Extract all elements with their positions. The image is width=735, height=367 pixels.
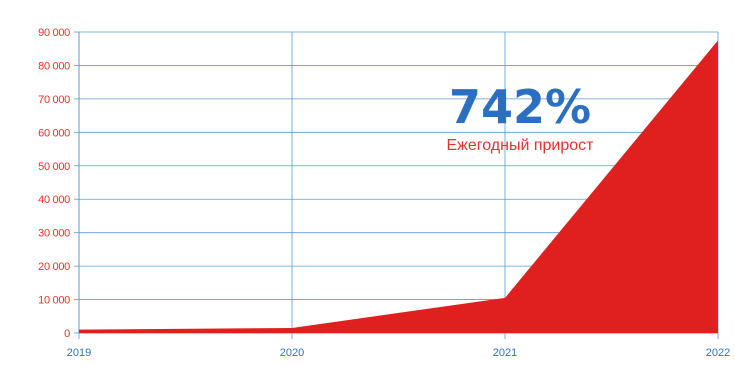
y-tick-label: 90 000 xyxy=(38,27,70,39)
y-tick-label: 60 000 xyxy=(38,127,70,139)
annotation-value: 742% xyxy=(449,80,591,134)
y-tick-label: 0 xyxy=(64,328,70,340)
x-tick-label: 2019 xyxy=(67,347,91,359)
y-tick-label: 80 000 xyxy=(38,60,70,72)
y-axis-ticks: 0 10 000 20 000 30 000 40 000 50 000 60 000 70 … xyxy=(38,27,70,340)
y-tick-label: 30 000 xyxy=(38,228,70,240)
y-tick-label: 70 000 xyxy=(38,94,70,106)
grid-layer xyxy=(74,31,719,339)
x-tick-label: 2020 xyxy=(280,347,304,359)
y-tick-label: 20 000 xyxy=(38,261,70,273)
annotation: 742% Ежегодный прирост xyxy=(447,80,595,154)
y-tick-label: 40 000 xyxy=(38,194,70,206)
area-layer xyxy=(79,40,718,333)
y-tick-label: 50 000 xyxy=(38,161,70,173)
x-axis-ticks: 2019 2020 2021 2022 xyxy=(67,347,730,359)
x-tick-label: 2022 xyxy=(706,347,730,359)
x-tick-label: 2021 xyxy=(493,347,517,359)
annotation-label: Ежегодный прирост xyxy=(447,137,595,154)
series-area xyxy=(79,40,718,333)
y-tick-label: 10 000 xyxy=(38,295,70,307)
